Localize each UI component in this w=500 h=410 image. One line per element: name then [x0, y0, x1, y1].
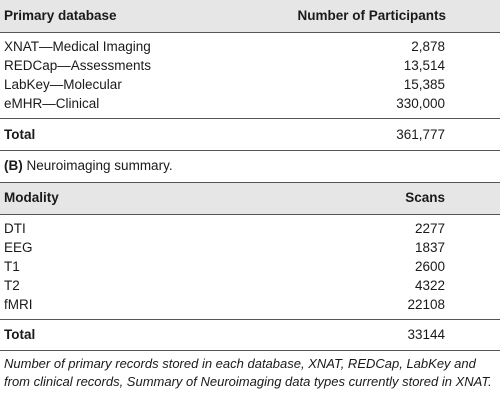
table-b-total-row: Total 33144	[0, 325, 500, 345]
table-row: T2 4322	[0, 276, 500, 296]
table-b-header-rule	[0, 214, 500, 215]
table-row: EEG 1837	[0, 238, 500, 258]
modality-name: EEG	[4, 240, 33, 255]
table-row: eMHR—Clinical 330,000	[0, 94, 500, 114]
total-value: 361,777	[396, 127, 445, 142]
total-label: Total	[4, 327, 36, 342]
table-a-header-rule	[0, 32, 500, 33]
table-row: fMRI 22108	[0, 295, 500, 315]
table-a-bottom-rule	[0, 150, 500, 151]
scan-count: 2277	[414, 221, 445, 236]
modality-name: T1	[4, 259, 20, 274]
table-b-top-rule	[0, 182, 500, 183]
participant-count: 2,878	[411, 39, 445, 54]
table-row: T1 2600	[0, 257, 500, 277]
participant-count: 13,514	[403, 58, 445, 73]
database-name: REDCap—Assessments	[4, 58, 152, 73]
table-row: XNAT—Medical Imaging 2,878	[0, 37, 500, 57]
total-label: Total	[4, 127, 36, 142]
table-b-header-scans: Scans	[405, 190, 445, 205]
section-b-tag: (B)	[4, 158, 23, 173]
modality-name: fMRI	[4, 297, 33, 312]
table-caption: Number of primary records stored in each…	[4, 356, 492, 389]
scan-count: 4322	[414, 278, 445, 293]
modality-name: DTI	[4, 221, 26, 236]
table-b-header-row: Modality Scans	[0, 188, 500, 208]
table-b-header-band	[0, 182, 500, 214]
table-a-header-participants: Number of Participants	[297, 8, 446, 23]
participant-count: 330,000	[396, 96, 445, 111]
table-b-header-modality: Modality	[4, 190, 59, 205]
table-a-header-database: Primary database	[4, 8, 117, 23]
table-row: DTI 2277	[0, 219, 500, 239]
scan-count: 22108	[407, 297, 445, 312]
database-name: XNAT—Medical Imaging	[4, 39, 151, 54]
table-row: REDCap—Assessments 13,514	[0, 56, 500, 76]
modality-name: T2	[4, 278, 20, 293]
table-row: LabKey—Molecular 15,385	[0, 75, 500, 95]
database-name: LabKey—Molecular	[4, 77, 122, 92]
scan-count: 1837	[414, 240, 445, 255]
table-a-total-row: Total 361,777	[0, 125, 500, 145]
table-a-header-row: Primary database Number of Participants	[0, 6, 500, 26]
scan-count: 2600	[414, 259, 445, 274]
table-b-total-rule	[0, 319, 500, 320]
database-name: eMHR—Clinical	[4, 96, 100, 111]
total-value: 33144	[407, 327, 445, 342]
table-b-bottom-rule	[0, 350, 500, 351]
section-b-text: Neuroimaging summary.	[26, 158, 173, 173]
section-b-title: (B) Neuroimaging summary.	[4, 156, 173, 176]
participant-count: 15,385	[403, 77, 445, 92]
table-a-total-rule	[0, 118, 500, 119]
table-a-header-band	[0, 0, 500, 32]
